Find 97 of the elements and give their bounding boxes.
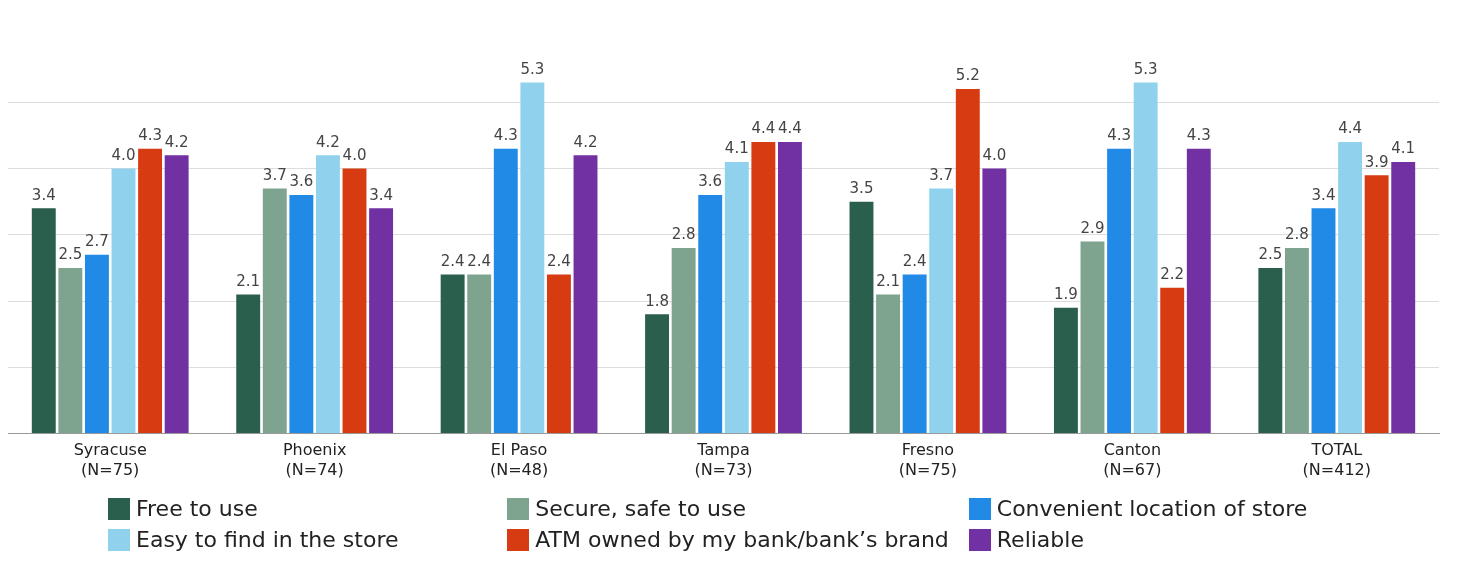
bar: [982, 168, 1007, 434]
data-label: 4.3: [1186, 126, 1211, 145]
bar: [138, 148, 163, 434]
bar: [236, 294, 261, 434]
x-tick-label: Fresno (N=75): [898, 440, 958, 479]
data-label: 5.3: [1133, 59, 1158, 78]
data-label: 4.3: [1107, 126, 1131, 145]
bar: [1160, 287, 1185, 434]
bar: [1186, 148, 1211, 434]
bar: [1364, 175, 1389, 434]
bar: [1338, 142, 1363, 434]
data-label: 4.4: [1338, 119, 1362, 138]
bar: [467, 274, 492, 434]
data-label: 5.2: [955, 66, 980, 85]
data-label: 3.4: [369, 185, 394, 204]
bar: [902, 274, 927, 434]
x-tick-label: TOTAL (N=412): [1302, 440, 1371, 479]
bar: [440, 274, 465, 434]
bar: [1311, 208, 1336, 434]
bar: [164, 155, 189, 434]
bar: [671, 248, 696, 434]
bar: [1258, 267, 1283, 434]
bar: [289, 195, 314, 434]
data-label: 4.0: [982, 145, 1007, 164]
x-tick-label: Phoenix (N=74): [282, 440, 347, 479]
legend-label: Free to use: [136, 496, 258, 521]
bar: [84, 254, 109, 434]
bar: [698, 195, 723, 434]
bar: [315, 155, 340, 434]
data-label: 4.0: [342, 145, 367, 164]
bar: [1284, 248, 1309, 434]
bar: [929, 188, 954, 434]
bar: [493, 148, 518, 434]
bar: [1391, 161, 1416, 434]
data-label: 2.5: [58, 245, 83, 264]
bar: [1133, 82, 1158, 434]
bar: [369, 208, 394, 434]
data-label: 4.1: [1391, 139, 1416, 158]
data-label: 2.8: [1284, 225, 1309, 244]
bar: [1080, 241, 1105, 434]
bar: [111, 168, 136, 434]
bar: [58, 267, 83, 434]
bar: [262, 188, 287, 434]
data-label: 2.1: [236, 271, 261, 290]
data-label: 2.4: [902, 251, 927, 270]
x-tick-label: Syracuse (N=75): [73, 440, 147, 479]
data-label: 3.6: [289, 172, 314, 191]
data-label: 4.2: [573, 132, 598, 151]
bar: [876, 294, 901, 434]
bar: [546, 274, 571, 434]
data-label: 4.4: [751, 119, 776, 138]
data-label: 4.3: [138, 126, 163, 145]
data-label: 2.7: [85, 232, 109, 251]
bar: [645, 314, 670, 434]
data-label: 4.4: [778, 119, 802, 138]
bar: [724, 161, 749, 434]
data-label: 2.4: [467, 251, 492, 270]
legend-label: Reliable: [996, 527, 1084, 552]
bar: [849, 201, 874, 434]
data-label: 1.8: [645, 291, 669, 310]
data-label: 5.3: [520, 59, 545, 78]
x-tick-label: El Paso (N=48): [489, 440, 549, 479]
bar: [777, 142, 802, 434]
data-label: 3.7: [929, 165, 954, 184]
data-label: 2.4: [547, 251, 571, 270]
bar: [342, 168, 367, 434]
legend-label: ATM owned by my bank/bank’s brand: [535, 527, 949, 552]
bar: [751, 142, 776, 434]
data-label: 3.6: [698, 172, 723, 191]
data-label: 3.4: [1311, 185, 1336, 204]
data-label: 4.2: [164, 132, 189, 151]
legend-label: Secure, safe to use: [535, 496, 747, 521]
legend-label: Easy to find in the store: [136, 527, 399, 552]
legend-label: Convenient location of store: [996, 496, 1308, 521]
x-tick-label: Tampa (N=73): [694, 440, 753, 479]
bar: [1053, 307, 1078, 434]
bar: [573, 155, 598, 434]
bar: [520, 82, 545, 434]
bar: [955, 89, 980, 434]
data-label: 3.5: [849, 179, 874, 198]
data-label: 3.9: [1364, 152, 1389, 171]
data-label: 4.3: [493, 126, 518, 145]
data-label: 4.1: [724, 139, 749, 158]
data-label: 1.9: [1053, 285, 1078, 304]
x-tick-label: Canton (N=67): [1103, 440, 1162, 479]
data-label: 2.5: [1258, 245, 1283, 264]
data-label: 3.4: [31, 185, 56, 204]
bar: [31, 208, 56, 434]
data-label: 2.9: [1080, 218, 1105, 237]
data-label: 2.8: [671, 225, 696, 244]
data-label: 4.2: [316, 132, 340, 151]
data-label: 3.7: [262, 165, 287, 184]
bar: [1107, 148, 1132, 434]
data-label: 4.0: [111, 145, 136, 164]
data-label: 2.4: [440, 251, 465, 270]
data-label: 2.1: [876, 271, 900, 290]
data-label: 2.2: [1160, 265, 1185, 284]
